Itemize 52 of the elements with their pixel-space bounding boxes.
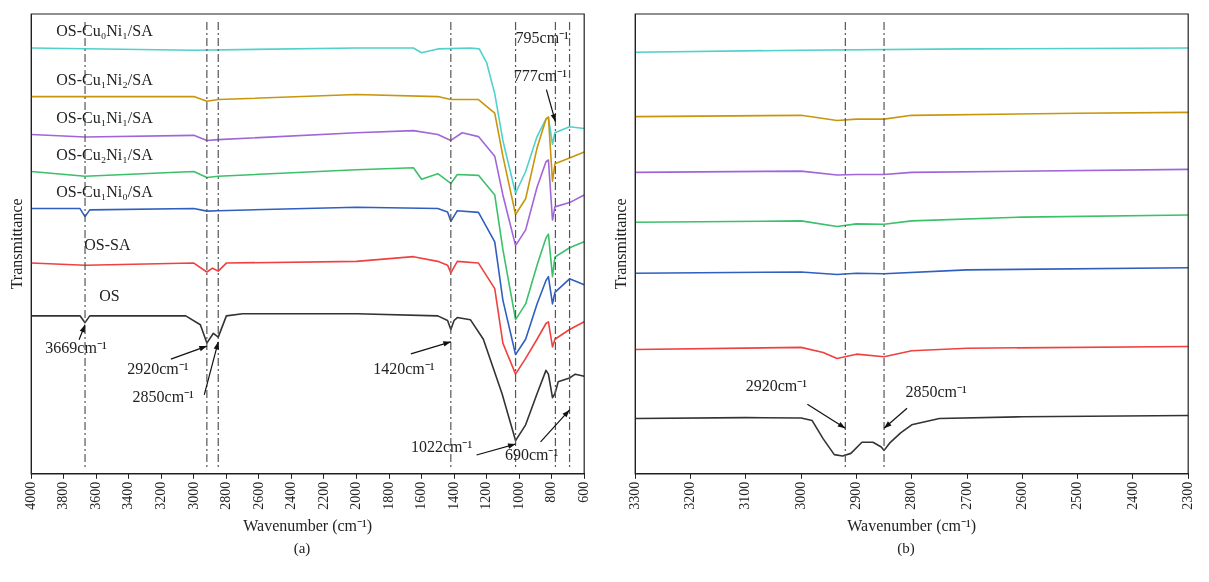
x-tick-label: 2800 xyxy=(218,481,234,510)
series-label: OS-Cu₁Ni₀/SA xyxy=(56,182,154,200)
x-tick-label: 1400 xyxy=(445,481,461,510)
x-tick-label: 3200 xyxy=(152,481,168,510)
x-tick-label: 2900 xyxy=(848,481,864,510)
series-label: OS-Cu₁Ni₁/SA xyxy=(56,108,154,126)
x-tick-label: 3600 xyxy=(87,481,103,510)
x-tick-label: 1800 xyxy=(380,481,396,510)
x-tick-label: 4000 xyxy=(22,481,38,510)
annotation: 2850cm⁻¹ xyxy=(905,383,967,401)
x-tick-label: 3000 xyxy=(792,481,808,510)
series-label: OS-SA xyxy=(84,236,131,254)
x-tick-label: 800 xyxy=(543,481,559,503)
x-tick-label: 2200 xyxy=(315,481,331,510)
x-tick-label: 1600 xyxy=(413,481,429,510)
series-label: OS-Cu₂Ni₁/SA xyxy=(56,145,154,163)
series-label: OS-Cu₀Ni₁/SA xyxy=(56,22,154,40)
annotation: 2920cm⁻¹ xyxy=(745,377,808,395)
annotation: 777cm⁻¹ xyxy=(513,66,568,84)
text: (a) xyxy=(292,540,312,558)
x-tick-label: 2400 xyxy=(1124,481,1140,510)
annotation: 2850cm⁻¹ xyxy=(132,388,195,406)
x-tick-label: 2500 xyxy=(1069,481,1085,510)
x-tick-label: 3000 xyxy=(185,481,201,510)
x-tick-label: 1000 xyxy=(510,481,526,510)
x-axis-title: Wavenumber (cm⁻¹) xyxy=(243,516,373,535)
annotation: 690cm⁻¹ xyxy=(504,446,559,464)
x-tick-label: 2600 xyxy=(250,481,266,510)
annotation: 1420cm⁻¹ xyxy=(373,360,435,378)
x-tick-label: 2700 xyxy=(958,481,974,510)
annotation: 3669cm⁻¹ xyxy=(45,338,107,356)
x-tick-label: 600 xyxy=(575,481,591,503)
x-tick-label: 2300 xyxy=(1179,481,1195,510)
text: 795cm⁻¹ xyxy=(515,29,570,47)
annotation: 2920cm⁻¹ xyxy=(127,360,189,378)
y-axis-title: Transmittance xyxy=(7,198,25,290)
x-tick-label: 2800 xyxy=(903,481,919,510)
y-axis-title: Transmittance xyxy=(611,198,629,290)
x-axis-title: Wavenumber (cm⁻¹) xyxy=(847,516,977,535)
x-tick-label: 3300 xyxy=(626,481,642,510)
x-tick-label: 2000 xyxy=(348,481,364,510)
x-tick-label: 1200 xyxy=(478,481,494,510)
x-tick-label: 3200 xyxy=(682,481,698,510)
x-tick-label: 3100 xyxy=(737,481,753,510)
x-tick-label: 3800 xyxy=(55,481,71,510)
text: (b) xyxy=(896,540,916,558)
series-label: OS xyxy=(99,287,120,305)
x-tick-label: 2400 xyxy=(283,481,299,510)
series-label: OS-Cu₁Ni₂/SA xyxy=(56,70,154,88)
x-tick-label: 3400 xyxy=(120,481,136,510)
x-tick-label: 2600 xyxy=(1013,481,1029,510)
annotation: 1022cm⁻¹ xyxy=(410,438,473,456)
